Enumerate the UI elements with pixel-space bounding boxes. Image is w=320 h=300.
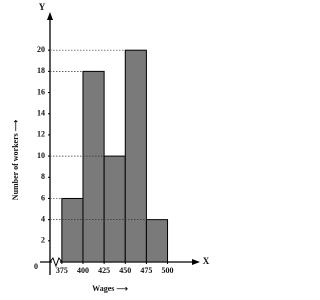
y-arrow	[47, 12, 53, 20]
x-tick-label: 450	[119, 266, 131, 275]
y-tick-label: 12	[37, 130, 45, 139]
y-tick-label: 10	[37, 151, 45, 160]
x-arrow	[192, 259, 200, 265]
chart: Y X Wages ⟶ Number of workers ⟶ 0 2 4 6 8 10 1…	[11, 2, 210, 293]
y-tick-label: 8	[41, 172, 45, 181]
bar	[82, 70, 105, 263]
x-tick-label: 475	[140, 266, 152, 275]
bar	[103, 155, 126, 263]
x-tick-label: 500	[162, 266, 174, 275]
y-tick-label: 2	[41, 236, 45, 245]
y-letter: Y	[39, 2, 46, 12]
x-tick-label: 425	[98, 266, 110, 275]
axis-break-gap	[51, 260, 60, 264]
y-tick-label: 6	[41, 193, 45, 202]
x-tick-label: 400	[77, 266, 89, 275]
y-tick-label: 18	[37, 66, 45, 75]
y-tick-label: 14	[37, 109, 45, 118]
bar	[61, 197, 84, 263]
x-tick-label: 375	[56, 266, 68, 275]
y-tick-label: 20	[37, 45, 45, 54]
y-axis-title: Number of workers ⟶	[11, 119, 20, 200]
x-letter: X	[203, 256, 210, 266]
y-tick-label: 4	[41, 214, 45, 223]
x-axis-title: Wages ⟶	[92, 284, 128, 293]
axis-break	[49, 256, 63, 268]
bar	[145, 219, 169, 263]
bar	[124, 49, 147, 263]
y-tick-label: 0	[34, 262, 38, 271]
y-tick-label: 16	[37, 87, 45, 96]
